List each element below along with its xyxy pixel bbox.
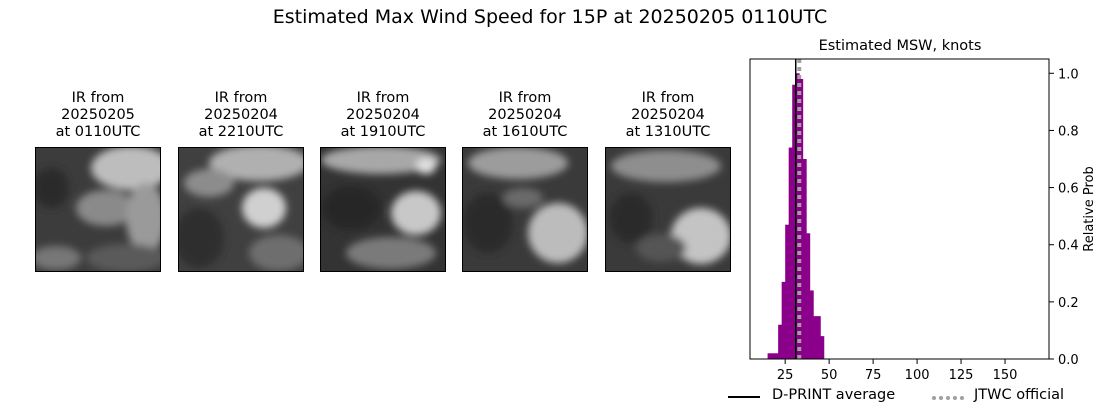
x-tick-label: 125 [949, 368, 974, 383]
x-tick-label: 25 [777, 368, 794, 383]
y-axis-label: Relative Prob [1082, 166, 1097, 251]
histogram-bar [774, 353, 779, 359]
histogram-bar [820, 336, 825, 359]
legend-label: JTWC official [974, 387, 1065, 403]
histogram-bar [802, 159, 807, 359]
ir-panel-title: IR from 20250204 at 1610UTC [462, 90, 588, 141]
reference-lines [794, 59, 802, 359]
ir-panel-title-time: at 0110UTC [55, 124, 141, 140]
chart-legend: D-PRINT average JTWC official [728, 384, 1088, 408]
y-tick-label: 0.4 [1058, 239, 1079, 254]
figure-title: Estimated Max Wind Speed for 15P at 2025… [272, 6, 828, 28]
ir-panel-title-date: 20250205 [61, 107, 135, 123]
x-tick-label: 150 [993, 368, 1018, 383]
ir-satellite-image [320, 147, 446, 272]
histogram-bar [788, 147, 793, 359]
histogram-bar [778, 324, 783, 359]
y-tick-label: 1.0 [1058, 67, 1079, 82]
ir-panel-title-date: 20250204 [346, 107, 420, 123]
ir-panel-title-line1: IR from [641, 90, 695, 106]
ir-panel-title-line1: IR from [498, 90, 552, 106]
histogram-bar [792, 84, 797, 360]
y-tick-label: 0.0 [1058, 353, 1079, 368]
legend-swatch-solid [728, 396, 760, 398]
y-tick-label: 0.8 [1058, 124, 1079, 139]
ir-panel-title-line1: IR from [356, 90, 410, 106]
x-tick-label: 50 [821, 368, 838, 383]
plot-frame [749, 58, 1050, 360]
ir-panel-title-time: at 1910UTC [340, 124, 426, 140]
y-axis: 0.0 0.2 0.4 0.6 0.8 1.0 [1049, 67, 1079, 368]
histogram-bar [806, 233, 811, 359]
y-tick-label: 0.2 [1058, 296, 1079, 311]
legend-label: D-PRINT average [772, 387, 896, 403]
histogram-bar [795, 73, 800, 359]
ir-satellite-image [178, 147, 304, 272]
chart-title: Estimated MSW, knots [819, 38, 982, 54]
ir-panel-title: IR from 20250205 at 0110UTC [35, 90, 161, 141]
ir-panel-title-date: 20250204 [204, 107, 278, 123]
histogram-bar [771, 353, 776, 359]
histogram-bar [767, 353, 772, 359]
y-tick-label: 0.6 [1058, 182, 1079, 197]
x-tick-label: 100 [905, 368, 930, 383]
ir-panel-title: IR from 20250204 at 1310UTC [605, 90, 731, 141]
histogram-bar [816, 316, 821, 359]
ir-panel-title-time: at 2210UTC [198, 124, 284, 140]
x-tick-label: 75 [865, 368, 882, 383]
histogram-bar [809, 290, 814, 359]
ir-satellite-image [605, 147, 731, 272]
histogram-bar [785, 224, 790, 359]
ir-panel-title-line1: IR from [214, 90, 268, 106]
ir-panel-title-time: at 1310UTC [625, 124, 711, 140]
ir-satellite-image [462, 147, 588, 272]
ir-panel-title-date: 20250204 [631, 107, 705, 123]
histogram-bar [781, 281, 786, 359]
ir-panel-title: IR from 20250204 at 2210UTC [178, 90, 304, 141]
ir-panel-title-date: 20250204 [488, 107, 562, 123]
ir-panel-title: IR from 20250204 at 1910UTC [320, 90, 446, 141]
histogram-bar [813, 316, 818, 359]
ir-panel-title-time: at 1610UTC [482, 124, 568, 140]
x-axis: 25 50 75 100 125 150 [777, 359, 1018, 383]
legend-swatch-dotted [932, 396, 964, 400]
ir-panel-title-line1: IR from [71, 90, 125, 106]
ir-satellite-image [35, 147, 161, 272]
